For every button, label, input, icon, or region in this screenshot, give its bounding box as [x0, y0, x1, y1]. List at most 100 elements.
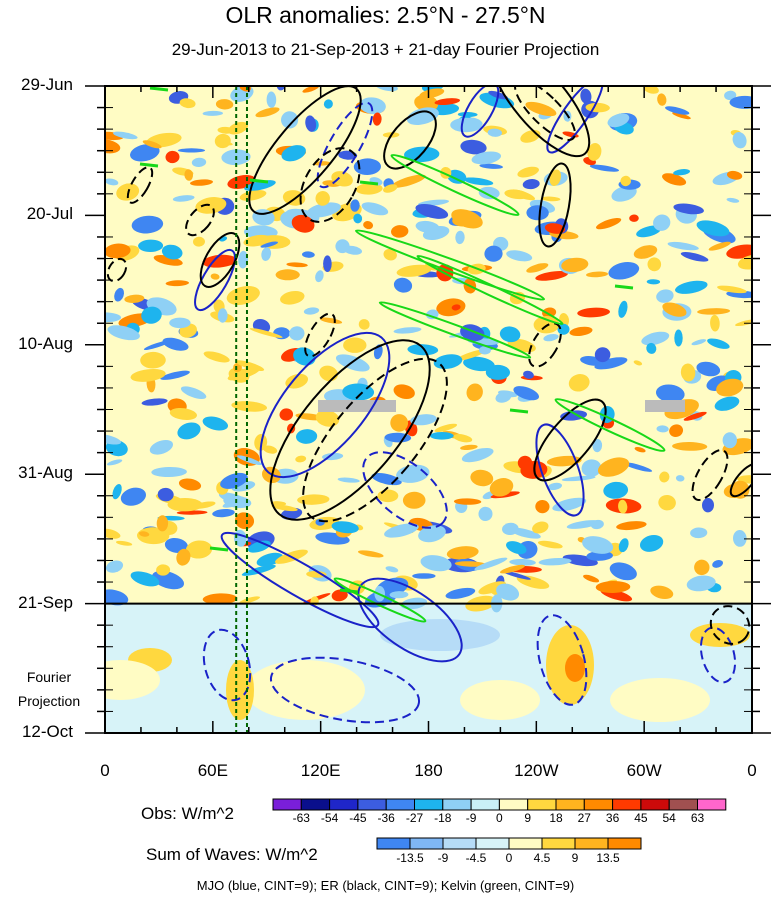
obs-anomaly-patch: [726, 244, 752, 259]
obs-colorbar-swatch: [329, 798, 359, 811]
obs-anomaly-patch: [675, 475, 685, 482]
obs-anomaly-patch: [176, 548, 191, 566]
obs-anomaly-patch: [580, 88, 592, 104]
obs-anomaly-patch: [455, 230, 465, 245]
obs-anomaly-patch: [162, 337, 189, 351]
obs-anomaly-patch: [485, 364, 510, 380]
projection-anomaly-patch: [226, 660, 254, 720]
obs-anomaly-patch: [517, 166, 539, 178]
obs-anomaly-patch: [396, 264, 432, 277]
obs-anomaly-patch: [569, 326, 593, 337]
obs-anomaly-patch: [674, 329, 683, 347]
obs-anomaly-patch: [673, 203, 704, 215]
obs-anomaly-patch: [686, 575, 716, 592]
obs-anomaly-patch: [156, 515, 169, 532]
obs-anomaly-patch: [176, 510, 208, 515]
obs-anomaly-patch: [214, 133, 231, 149]
obs-anomaly-patch: [662, 302, 687, 317]
obs-anomaly-patch: [243, 234, 271, 247]
obs-anomaly-patch: [313, 161, 331, 166]
obs-anomaly-patch: [141, 306, 162, 324]
obs-anomaly-patch: [293, 347, 316, 366]
obs-anomaly-patch: [690, 527, 708, 539]
waves-colorbar-title: Sum of Waves: W/m^2: [146, 845, 318, 864]
obs-anomaly-patch: [460, 139, 487, 155]
obs-colorbar-label: -18: [434, 811, 452, 825]
y-tick-label: 20-Jul: [26, 204, 73, 224]
obs-anomaly-patch: [357, 550, 384, 558]
waves-colorbar-swatch: [475, 837, 510, 850]
obs-anomaly-patch: [478, 346, 491, 355]
obs-anomaly-patch: [639, 534, 664, 552]
projection-label-1: Fourier: [26, 669, 72, 685]
obs-anomaly-patch: [184, 169, 194, 181]
obs-anomaly-patch: [659, 471, 670, 483]
obs-anomaly-patch: [305, 115, 317, 132]
obs-anomaly-patch: [114, 287, 125, 302]
er-contour: [383, 110, 437, 170]
obs-anomaly-patch: [636, 225, 662, 238]
obs-anomaly-patch: [697, 308, 731, 315]
obs-anomaly-patch: [180, 386, 207, 399]
obs-colorbar-swatch: [357, 798, 387, 811]
obs-anomaly-patch: [151, 570, 185, 590]
obs-anomaly-patch: [138, 531, 150, 537]
obs-anomaly-patch: [105, 560, 124, 573]
obs-anomaly-patch: [522, 179, 540, 190]
obs-anomaly-patch: [190, 179, 213, 186]
obs-anomaly-patch: [656, 289, 674, 303]
obs-anomaly-patch: [620, 175, 631, 187]
obs-anomaly-patch: [451, 304, 461, 311]
obs-anomaly-patch: [420, 555, 452, 572]
obs-colorbar-label: 0: [496, 811, 503, 825]
obs-anomaly-patch: [383, 248, 397, 261]
obs-anomaly-patch: [169, 317, 191, 329]
waves-colorbar-label: 0: [505, 851, 513, 865]
obs-anomaly-patch: [457, 111, 478, 118]
obs-anomaly-patch: [694, 559, 710, 576]
obs-anomaly-patch: [560, 410, 588, 421]
obs-anomaly-patch: [607, 113, 630, 128]
obs-anomaly-patch: [608, 262, 640, 280]
obs-anomaly-patch: [337, 477, 360, 483]
mjo-contour: [460, 86, 500, 138]
obs-colorbar-swatch: [498, 798, 529, 811]
obs-colorbar-swatch: [385, 798, 416, 811]
obs-anomaly-patch: [726, 197, 740, 203]
obs-anomaly-patch: [646, 342, 657, 354]
obs-anomaly-patch: [716, 378, 744, 397]
obs-anomaly-patch: [279, 408, 294, 421]
obs-anomaly-patch: [177, 422, 201, 440]
obs-anomaly-patch: [358, 319, 370, 330]
obs-anomaly-patch: [202, 110, 223, 116]
obs-anomaly-patch: [280, 290, 305, 305]
obs-colorbar-swatch: [640, 798, 670, 811]
obs-anomaly-patch: [393, 327, 422, 334]
obs-anomaly-patch: [447, 169, 467, 184]
mjo-contour: [269, 656, 421, 724]
obs-anomaly-patch: [406, 107, 439, 126]
obs-colorbar-label: -36: [377, 811, 395, 825]
y-tick-label: 29-Jun: [21, 75, 73, 94]
obs-anomaly-patch: [202, 416, 229, 431]
obs-anomaly-patch: [517, 455, 533, 470]
projection-anomaly-patch: [460, 680, 540, 720]
obs-anomaly-patch: [722, 432, 738, 449]
obs-anomaly-patch: [296, 429, 318, 444]
waves-colorbar-swatch: [574, 837, 609, 850]
obs-anomaly-patch: [542, 307, 557, 318]
projection-anomaly-patch: [245, 660, 365, 720]
obs-anomaly-patch: [124, 294, 145, 303]
mjo-contour: [202, 628, 252, 702]
obs-anomaly-patch: [533, 315, 560, 334]
obs-anomaly-patch: [471, 151, 502, 165]
obs-anomaly-patch: [193, 236, 205, 247]
obs-anomaly-patch: [153, 255, 183, 266]
obs-anomaly-patch: [160, 370, 190, 380]
obs-anomaly-patch: [673, 169, 691, 176]
waves-colorbar-swatch: [541, 837, 576, 850]
obs-anomaly-patch: [377, 489, 399, 503]
obs-anomaly-patch: [107, 325, 140, 341]
obs-anomaly-patch: [547, 482, 563, 491]
